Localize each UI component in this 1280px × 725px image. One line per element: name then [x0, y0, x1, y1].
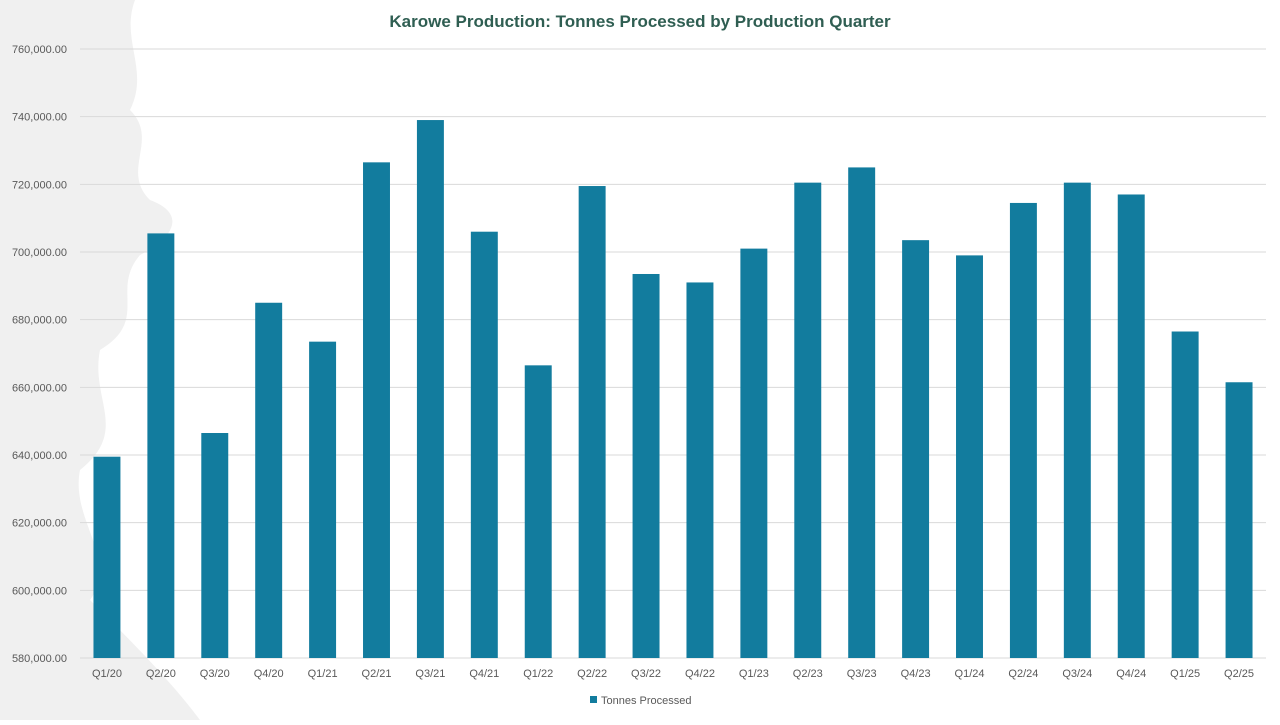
bar	[1225, 382, 1253, 658]
y-tick-label: 660,000.00	[12, 382, 67, 394]
x-tick-label: Q2/20	[146, 668, 176, 680]
x-tick-label: Q3/22	[631, 668, 661, 680]
bar	[1171, 331, 1199, 658]
x-tick-label: Q2/24	[1008, 668, 1038, 680]
y-tick-label: 760,000.00	[12, 44, 67, 56]
x-tick-label: Q3/23	[847, 668, 877, 680]
bar	[363, 162, 390, 658]
bar	[201, 433, 229, 658]
watermark-shape	[0, 0, 200, 720]
bar	[1063, 182, 1091, 658]
watermark-decoration	[0, 0, 200, 720]
bar	[794, 182, 822, 658]
y-axis-tick-labels: 580,000.00 600,000.00 620,000.00 640,000.00…	[12, 44, 67, 665]
x-tick-label: Q2/23	[793, 668, 823, 680]
bar	[848, 167, 876, 658]
x-tick-label: Q1/23	[739, 668, 769, 680]
x-tick-label: Q4/20	[254, 668, 284, 680]
bar	[255, 302, 283, 658]
x-tick-label: Q3/24	[1062, 668, 1092, 680]
chart-title: Karowe Production: Tonnes Processed by P…	[389, 12, 891, 31]
x-tick-label: Q4/23	[901, 668, 931, 680]
bar	[956, 255, 983, 658]
x-tick-label: Q2/22	[577, 668, 607, 680]
bar	[147, 233, 175, 658]
bar	[470, 231, 498, 658]
y-tick-label: 680,000.00	[12, 315, 67, 327]
x-tick-label: Q3/20	[200, 668, 230, 680]
bar	[416, 120, 444, 659]
y-tick-label: 620,000.00	[12, 518, 67, 530]
x-tick-label: Q1/21	[308, 668, 338, 680]
x-axis-tick-labels: Q1/20 Q2/20 Q3/20 Q4/20 Q1/21 Q2/21 Q3/21 Q4/21…	[92, 668, 1254, 680]
y-tick-label: 740,000.00	[12, 112, 67, 124]
x-tick-label: Q1/25	[1170, 668, 1200, 680]
x-tick-label: Q4/22	[685, 668, 715, 680]
y-tick-label: 580,000.00	[12, 653, 67, 665]
x-tick-label: Q3/21	[415, 668, 445, 680]
bar	[1117, 194, 1145, 658]
bars	[93, 120, 1253, 659]
x-tick-label: Q4/24	[1116, 668, 1146, 680]
bar	[578, 186, 606, 658]
x-tick-label: Q1/22	[523, 668, 553, 680]
x-tick-label: Q1/24	[955, 668, 985, 680]
bar	[93, 456, 121, 658]
bar	[524, 365, 552, 658]
y-tick-label: 600,000.00	[12, 585, 67, 597]
x-tick-label: Q1/20	[92, 668, 122, 680]
bar	[632, 273, 660, 658]
bar	[309, 341, 337, 658]
x-tick-label: Q2/21	[362, 668, 392, 680]
y-tick-label: 720,000.00	[12, 179, 67, 191]
bar	[902, 240, 930, 659]
legend-label: Tonnes Processed	[601, 695, 692, 707]
legend-swatch	[590, 696, 597, 703]
bar	[686, 282, 714, 658]
bar	[740, 248, 768, 658]
x-tick-label: Q4/21	[469, 668, 499, 680]
y-tick-label: 700,000.00	[12, 247, 67, 259]
bar	[1009, 202, 1037, 659]
x-tick-label: Q2/25	[1224, 668, 1254, 680]
y-tick-label: 640,000.00	[12, 450, 67, 462]
legend: Tonnes Processed	[590, 695, 692, 707]
